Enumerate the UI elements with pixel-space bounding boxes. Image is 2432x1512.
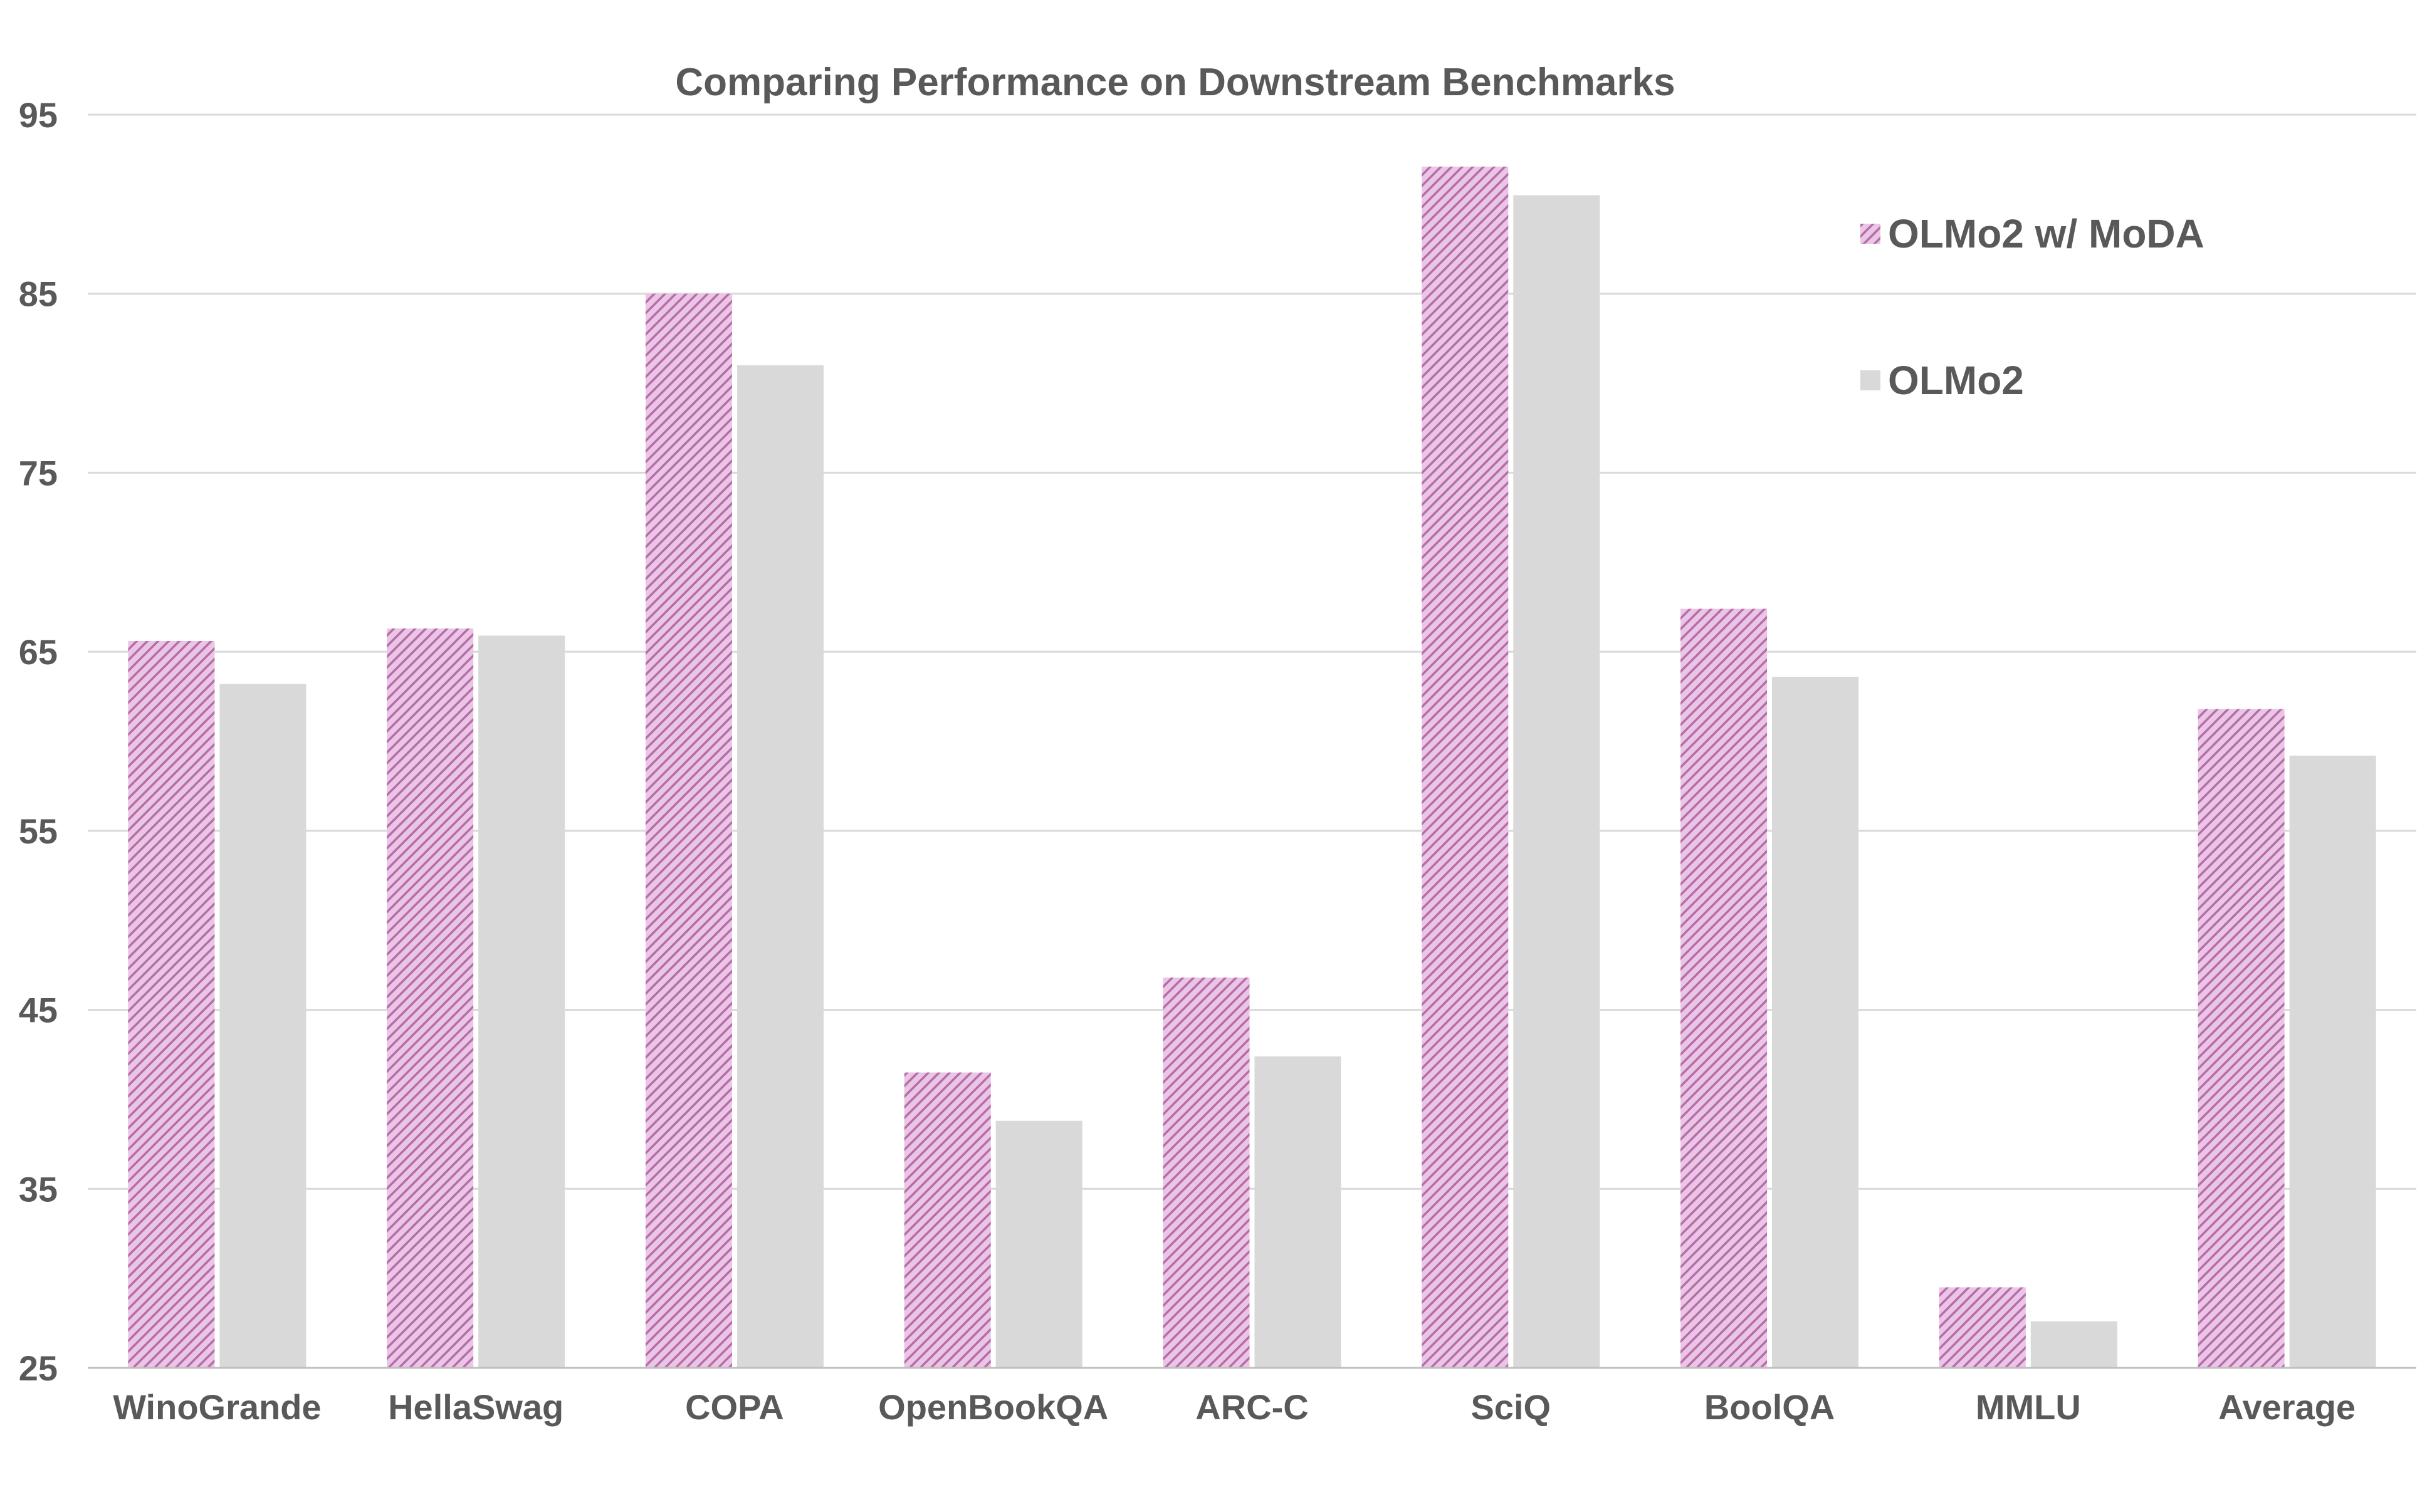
bar-moda-copa bbox=[645, 293, 732, 1368]
bar-olmo2-winogrande bbox=[219, 684, 307, 1368]
bars bbox=[128, 166, 2376, 1369]
y-tick-label: 85 bbox=[19, 274, 58, 314]
gridlines bbox=[88, 113, 2416, 1190]
y-tick-label: 55 bbox=[19, 811, 58, 851]
bar-olmo2-copa bbox=[736, 365, 824, 1368]
bar-olmo2-average bbox=[2289, 755, 2376, 1368]
x-tick-label: BoolQA bbox=[1704, 1387, 1835, 1427]
bar-olmo2-openbookqa bbox=[995, 1120, 1082, 1368]
bar-moda-openbookqa bbox=[904, 1072, 991, 1368]
bar-moda-mmlu bbox=[1939, 1287, 2026, 1368]
legend-swatch-moda bbox=[1860, 224, 1880, 244]
bar-olmo2-arc-c bbox=[1254, 1056, 1341, 1368]
y-tick-label: 95 bbox=[19, 95, 58, 135]
bar-moda-winogrande bbox=[128, 641, 215, 1368]
bar-moda-arc-c bbox=[1163, 978, 1250, 1368]
bar-moda-sciq bbox=[1422, 166, 1509, 1368]
bar-moda-boolqa bbox=[1680, 608, 1768, 1368]
y-tick-label: 65 bbox=[19, 632, 58, 672]
bar-moda-average bbox=[2198, 709, 2285, 1368]
y-tick-label: 75 bbox=[19, 453, 58, 493]
y-tick-label: 35 bbox=[19, 1169, 58, 1209]
y-tick-label: 45 bbox=[19, 991, 58, 1030]
x-axis-tick-labels: WinoGrande HellaSwag COPA OpenBookQA ARC-C Sc… bbox=[113, 1387, 2356, 1427]
x-tick-label: Average bbox=[2218, 1387, 2356, 1427]
x-tick-label: ARC-C bbox=[1195, 1387, 1308, 1427]
bar-olmo2-boolqa bbox=[1772, 677, 1859, 1368]
chart-title: Comparing Performance on Downstream Benc… bbox=[675, 61, 1675, 104]
legend-label-olmo2: OLMo2 bbox=[1888, 358, 2024, 403]
y-tick-label: 25 bbox=[19, 1348, 58, 1388]
legend: OLMo2 w/ MoDA OLMo2 bbox=[1860, 211, 2204, 403]
x-tick-label: MMLU bbox=[1976, 1387, 2081, 1427]
x-tick-label: WinoGrande bbox=[113, 1387, 321, 1427]
bar-moda-hellaswag bbox=[387, 628, 474, 1368]
bar-olmo2-hellaswag bbox=[478, 635, 565, 1368]
legend-label-moda: OLMo2 w/ MoDA bbox=[1888, 211, 2204, 256]
bar-olmo2-sciq bbox=[1513, 195, 1600, 1369]
x-tick-label: SciQ bbox=[1470, 1387, 1551, 1427]
x-tick-label: HellaSwag bbox=[388, 1387, 563, 1427]
bar-olmo2-mmlu bbox=[2030, 1321, 2117, 1368]
legend-swatch-olmo2 bbox=[1860, 370, 1880, 390]
x-tick-label: COPA bbox=[685, 1387, 784, 1427]
x-tick-label: OpenBookQA bbox=[878, 1387, 1108, 1427]
y-axis-tick-labels: 25 35 45 55 65 75 85 95 bbox=[19, 95, 58, 1388]
